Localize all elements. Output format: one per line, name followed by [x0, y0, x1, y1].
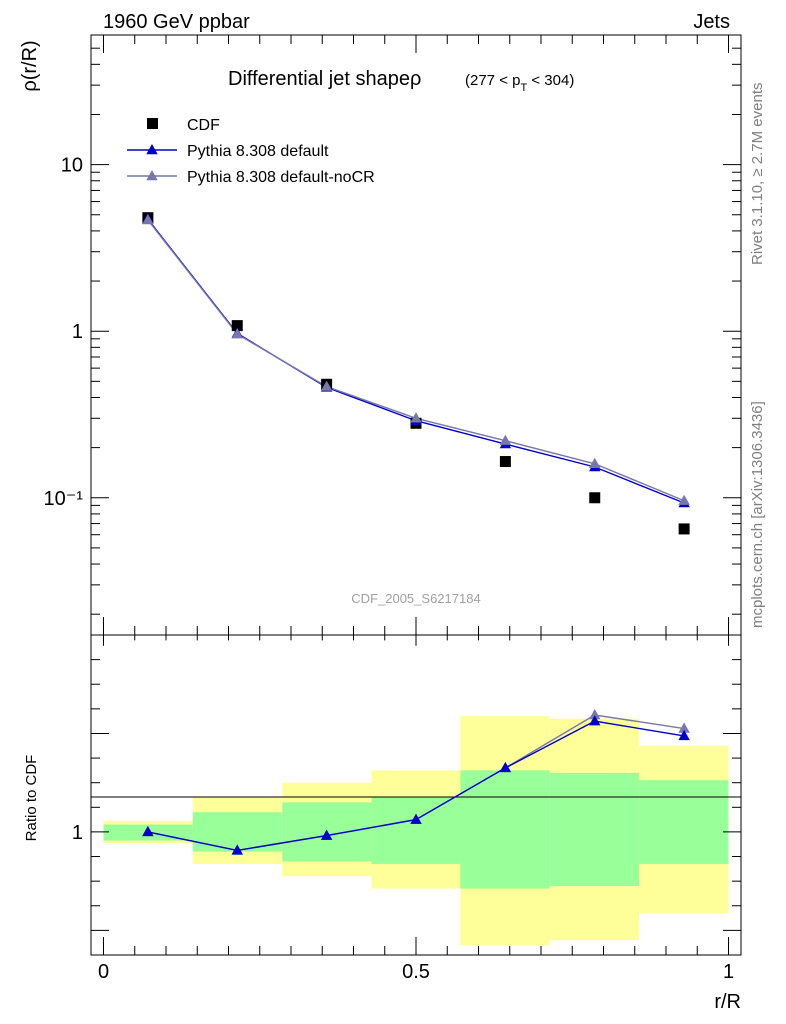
x-tick-label: 0	[98, 961, 109, 983]
cdf-point	[589, 492, 601, 504]
ratio-stat-band	[549, 772, 640, 887]
ratio-ticks: 0 0.5 1 1	[72, 35, 741, 983]
legend: CDF Pythia 8.308 default Pythia 8.308 defa…	[127, 117, 375, 186]
ratio-point-0	[142, 825, 154, 837]
main-title: Differential jet shapeρ	[228, 68, 421, 90]
series-point-2	[499, 434, 512, 445]
ratio-series	[142, 709, 690, 855]
side-label-bottom: mcplots.cern.ch [arXiv:1306.3436]	[749, 401, 766, 628]
x-tick-label: 1	[723, 961, 734, 983]
ratio-point-0	[589, 715, 601, 726]
ratio-stat-band	[371, 797, 461, 864]
main-panel: 10 1 10⁻¹ Differential jet shapeρ (277 < p…	[19, 34, 742, 636]
title-range-subscript: T	[520, 82, 527, 94]
y-tick-label: 1	[72, 321, 83, 343]
series-line-1	[147, 218, 685, 504]
ratio-point-0	[678, 729, 690, 741]
cdf-point	[231, 320, 243, 332]
ratio-point-1	[589, 709, 601, 720]
main-y-ticks: 10 1 10⁻¹	[44, 34, 741, 615]
x-tick-label: 0.5	[402, 961, 430, 983]
main-series	[142, 212, 690, 535]
series-point-2	[320, 380, 333, 391]
series-point-2	[410, 412, 422, 423]
legend-label: Pythia 8.308 default-noCR	[187, 169, 375, 186]
cdf-point	[678, 523, 690, 535]
series-point-2	[589, 457, 601, 468]
legend-label: Pythia 8.308 default	[187, 143, 329, 160]
title-range-prefix: (277 < p	[465, 72, 520, 89]
y-tick-label: 10⁻¹	[44, 488, 84, 510]
legend-label: CDF	[187, 117, 220, 134]
series-line-2	[147, 219, 685, 502]
legend-marker-cdf	[147, 118, 158, 129]
ratio-y-axis-label: Ratio to CDF	[23, 755, 40, 842]
legend-marker	[146, 144, 158, 155]
series-point-2	[142, 214, 154, 225]
main-y-axis-label: ρ(r/R)	[19, 40, 41, 91]
ratio-point-0	[499, 761, 512, 773]
title-range-suffix: < 304)	[527, 72, 574, 89]
y-tick-label: 10	[61, 155, 83, 177]
ratio-panel: 0 0.5 1 1 Ratio to CDF r/R	[23, 35, 742, 1013]
ratio-point-0	[410, 813, 422, 824]
ratio-stat-band	[639, 780, 729, 864]
header-right: Jets	[693, 11, 730, 33]
analysis-id: CDF_2005_S6217184	[351, 591, 480, 606]
cdf-point	[499, 456, 511, 468]
series-point-2	[231, 328, 243, 339]
series-point-2	[678, 494, 690, 505]
header-left: 1960 GeV ppbar	[103, 11, 250, 33]
ratio-stat-band	[460, 770, 550, 889]
ratio-y-tick-label: 1	[72, 822, 83, 844]
legend-marker	[146, 170, 158, 181]
ratio-point-1	[678, 722, 690, 733]
x-axis-label: r/R	[714, 991, 741, 1013]
main-title-range: (277 < pT < 304)	[465, 72, 574, 94]
ratio-point-0	[320, 829, 333, 840]
ratio-uncertainty-bands	[103, 716, 729, 946]
ratio-point-0	[231, 844, 243, 855]
side-label-top: Rivet 3.1.10, ≥ 2.7M events	[749, 83, 766, 266]
